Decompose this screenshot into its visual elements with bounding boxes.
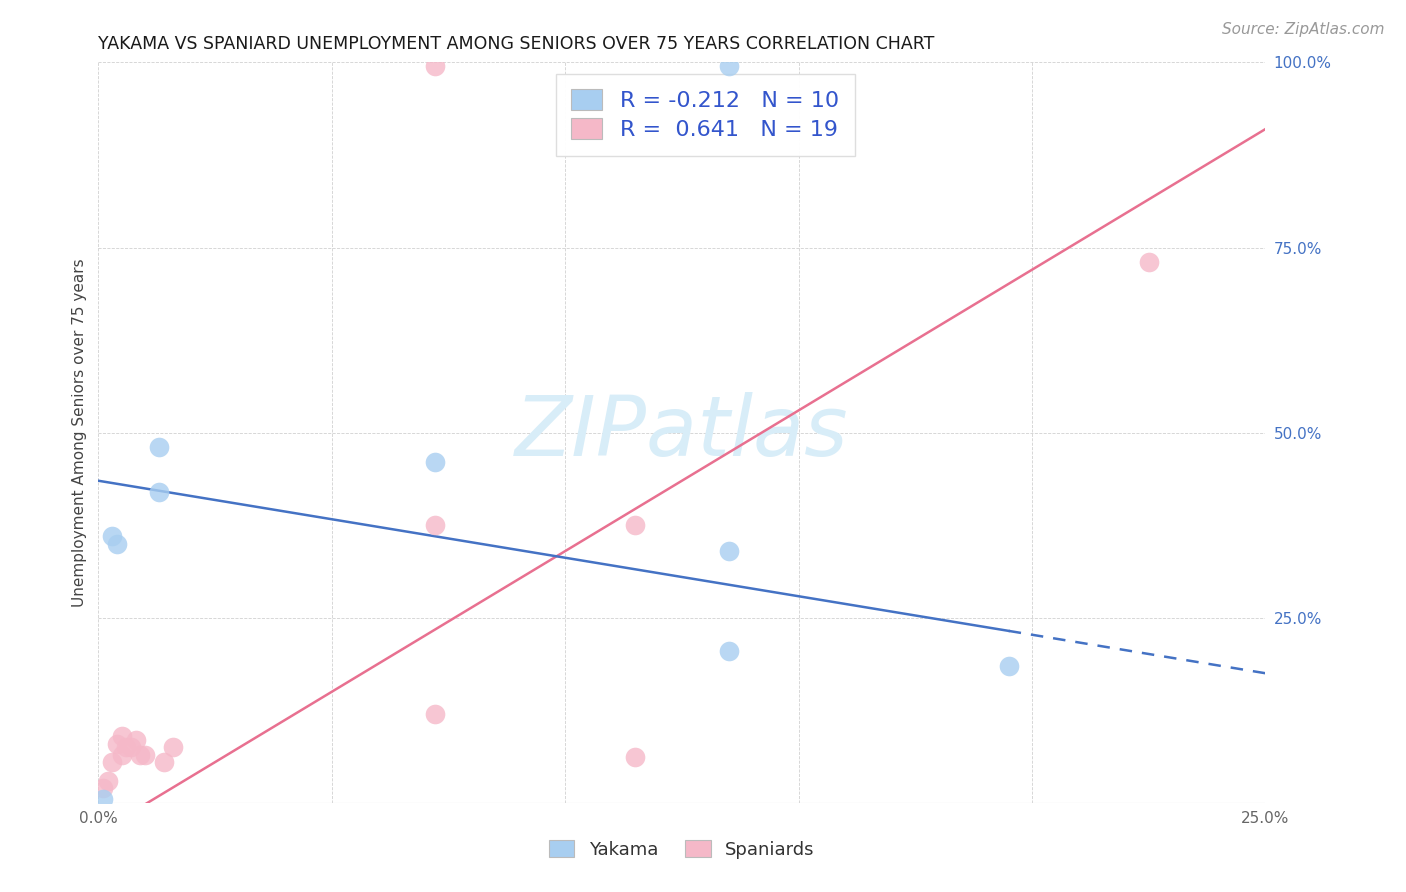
Point bbox=[101, 529, 124, 543]
Point bbox=[717, 644, 740, 658]
Text: Source: ZipAtlas.com: Source: ZipAtlas.com bbox=[1222, 22, 1385, 37]
Point bbox=[997, 658, 1019, 673]
Point bbox=[111, 729, 134, 743]
Legend: Yakama, Spaniards: Yakama, Spaniards bbox=[540, 831, 824, 868]
Point bbox=[134, 747, 156, 762]
Point bbox=[148, 484, 170, 499]
Point bbox=[423, 59, 446, 73]
Text: YAKAMA VS SPANIARD UNEMPLOYMENT AMONG SENIORS OVER 75 YEARS CORRELATION CHART: YAKAMA VS SPANIARD UNEMPLOYMENT AMONG SE… bbox=[98, 35, 935, 53]
Point bbox=[423, 455, 446, 469]
Point bbox=[624, 750, 647, 764]
Point bbox=[152, 755, 174, 769]
Point bbox=[105, 536, 128, 550]
Point bbox=[423, 518, 446, 533]
Point bbox=[97, 773, 120, 788]
Point bbox=[120, 740, 142, 755]
Point bbox=[115, 740, 138, 755]
Point bbox=[624, 518, 647, 533]
Point bbox=[129, 747, 152, 762]
Point bbox=[91, 792, 114, 806]
Point bbox=[101, 755, 124, 769]
Point bbox=[162, 740, 184, 755]
Point bbox=[423, 706, 446, 721]
Point bbox=[125, 732, 148, 747]
Y-axis label: Unemployment Among Seniors over 75 years: Unemployment Among Seniors over 75 years bbox=[72, 259, 87, 607]
Point bbox=[717, 544, 740, 558]
Point bbox=[148, 441, 170, 455]
Point bbox=[111, 747, 134, 762]
Text: ZIPatlas: ZIPatlas bbox=[515, 392, 849, 473]
Point bbox=[91, 780, 114, 795]
Point bbox=[717, 59, 740, 73]
Point bbox=[105, 737, 128, 751]
Point bbox=[1137, 255, 1160, 269]
